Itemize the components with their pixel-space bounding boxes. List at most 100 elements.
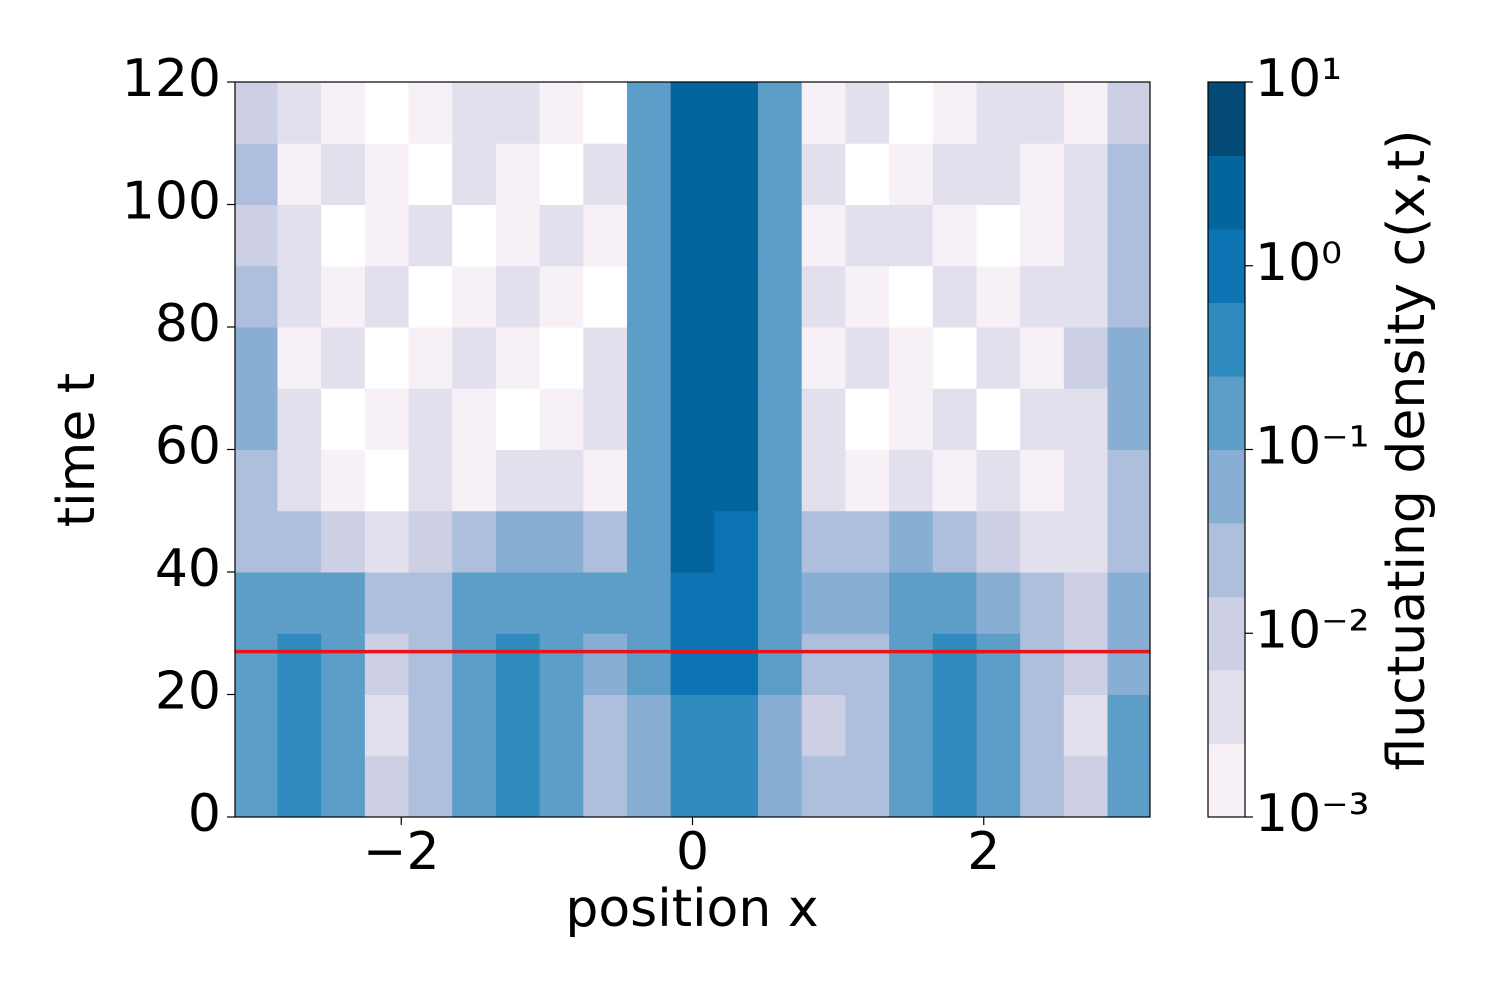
density-cell <box>714 755 759 817</box>
density-cell <box>495 327 541 389</box>
density-cell <box>364 327 410 389</box>
density-cell <box>758 265 803 328</box>
colorbar-tick-label: 10⁻² <box>1255 600 1369 660</box>
density-cell <box>758 572 803 634</box>
x-axis-label: position x <box>565 879 818 939</box>
density-cell <box>976 82 1021 144</box>
density-cell <box>235 82 278 144</box>
density-cell <box>277 694 322 757</box>
density-cell <box>845 143 890 205</box>
density-cell <box>1063 755 1109 817</box>
density-cell <box>714 633 759 695</box>
y-tick-label: 120 <box>122 49 221 109</box>
density-cell <box>670 265 715 328</box>
density-cell <box>1020 633 1065 695</box>
x-tick-label: 0 <box>676 822 709 882</box>
density-cell <box>1107 143 1150 205</box>
density-cell <box>1020 572 1065 634</box>
density-cell <box>932 694 977 757</box>
colorbar-tick-label: 10¹ <box>1255 49 1342 109</box>
density-cell <box>626 449 672 512</box>
y-tick-label: 20 <box>155 662 221 722</box>
density-cell <box>714 82 759 144</box>
colorbar-band <box>1208 449 1245 524</box>
density-cell <box>801 265 846 328</box>
density-cell <box>321 449 366 512</box>
density-cell <box>364 755 410 817</box>
density-cell <box>452 633 497 695</box>
y-tick-label: 60 <box>155 417 221 477</box>
density-cell <box>976 510 1021 573</box>
density-cell <box>364 633 410 695</box>
density-cell <box>452 572 497 634</box>
y-tick-label: 80 <box>155 294 221 354</box>
density-cell <box>714 327 759 389</box>
density-cell <box>277 265 322 328</box>
density-cell <box>889 82 934 144</box>
density-cell <box>1020 82 1065 144</box>
density-cell <box>889 327 934 389</box>
density-cell <box>845 755 890 817</box>
density-cell <box>495 449 541 512</box>
density-cell <box>495 82 541 144</box>
density-cell <box>1107 755 1150 817</box>
density-cell <box>889 633 934 695</box>
density-cell <box>626 633 672 695</box>
density-cell <box>277 510 322 573</box>
density-cell <box>845 265 890 328</box>
density-cell <box>583 388 628 450</box>
density-cell <box>321 143 366 205</box>
density-cell <box>583 694 628 757</box>
density-cell <box>976 572 1021 634</box>
density-cell <box>976 388 1021 450</box>
density-cell <box>801 572 846 634</box>
density-cell <box>976 204 1021 267</box>
y-tick-label: 100 <box>122 172 221 232</box>
density-cell <box>932 388 977 450</box>
density-cell <box>714 449 759 512</box>
density-cell <box>845 388 890 450</box>
density-cell <box>976 694 1021 757</box>
contour-field <box>235 82 1150 817</box>
density-cell <box>364 388 410 450</box>
density-cell <box>452 449 497 512</box>
density-cell <box>932 510 977 573</box>
density-cell <box>235 449 278 512</box>
density-cell <box>889 510 934 573</box>
density-cell <box>845 510 890 573</box>
density-cell <box>539 510 584 573</box>
density-cell <box>495 755 541 817</box>
density-cell <box>235 327 278 389</box>
density-cell <box>408 327 453 389</box>
density-cell <box>1020 755 1065 817</box>
density-cell <box>845 82 890 144</box>
colorbar-tick-label: 10⁰ <box>1255 233 1342 293</box>
density-cell <box>1020 204 1065 267</box>
density-cell <box>539 633 584 695</box>
density-cell <box>321 82 366 144</box>
density-cell <box>408 204 453 267</box>
density-cell <box>539 755 584 817</box>
density-cell <box>408 143 453 205</box>
density-cell <box>801 204 846 267</box>
colorbar-band <box>1208 376 1245 450</box>
density-cell <box>1063 633 1109 695</box>
density-cell <box>758 143 803 205</box>
density-cell <box>495 510 541 573</box>
density-cell <box>583 633 628 695</box>
density-cell <box>889 204 934 267</box>
density-cell <box>235 143 278 205</box>
density-cell <box>714 265 759 328</box>
density-cell <box>1063 572 1109 634</box>
density-cell <box>321 327 366 389</box>
density-cell <box>235 265 278 328</box>
density-cell <box>539 572 584 634</box>
density-cell <box>539 694 584 757</box>
density-cell <box>758 327 803 389</box>
density-cell <box>452 510 497 573</box>
density-cell <box>321 755 366 817</box>
colorbar-band <box>1208 523 1245 598</box>
density-cell <box>408 633 453 695</box>
density-cell <box>277 204 322 267</box>
density-cell <box>976 143 1021 205</box>
